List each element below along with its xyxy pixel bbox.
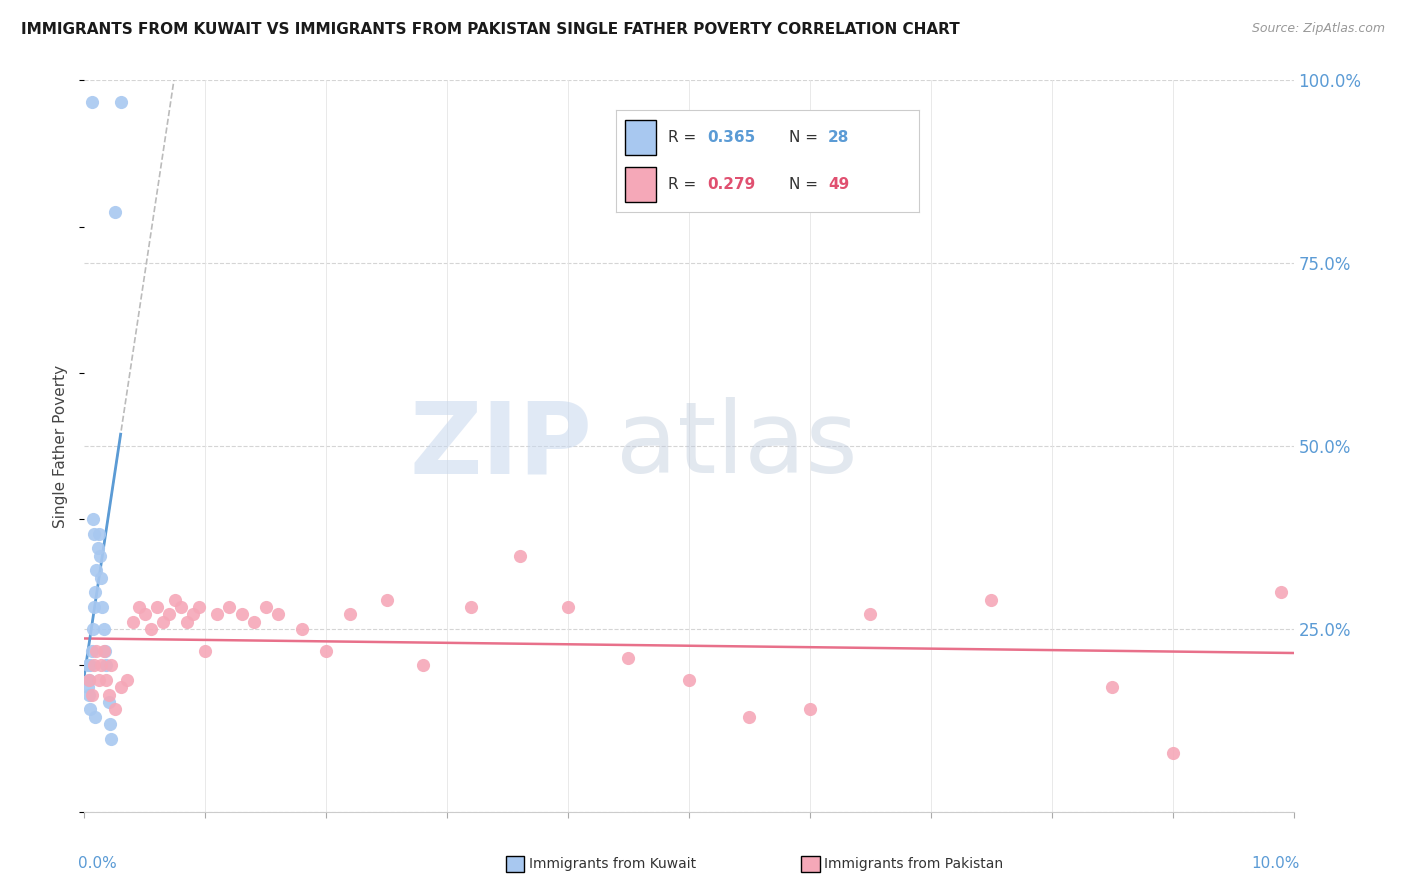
Point (738, 709, 761, 723)
Point (176, 615, 198, 629)
Point (104, 702, 127, 716)
Text: ZIP: ZIP (409, 398, 592, 494)
Point (291, 622, 314, 636)
Point (412, 658, 434, 673)
Point (82, 512, 104, 526)
Point (80, 644, 103, 658)
Point (94, 658, 117, 673)
Point (97, 695, 120, 709)
Point (128, 599, 150, 614)
Point (339, 607, 361, 622)
Point (104, 205, 127, 219)
Point (86, 541, 108, 556)
Point (87, 673, 110, 687)
Point (557, 599, 579, 614)
Point (152, 615, 174, 629)
Point (94, 644, 117, 658)
Point (87, 526, 110, 541)
Point (1161, 746, 1184, 760)
Point (218, 599, 240, 614)
Point (115, 673, 138, 687)
Point (799, 702, 821, 716)
Point (509, 549, 531, 563)
Point (100, 658, 122, 673)
Point (86, 644, 108, 658)
Point (86, 563, 108, 577)
Point (139, 622, 162, 636)
Text: Immigrants from Pakistan: Immigrants from Pakistan (824, 857, 1002, 871)
Point (79, 658, 101, 673)
Point (254, 599, 277, 614)
Text: 10.0%: 10.0% (1251, 855, 1299, 871)
Point (77, 688, 100, 702)
Point (84, 709, 107, 723)
Point (315, 644, 337, 658)
Point (242, 615, 264, 629)
Point (79, 702, 101, 716)
Point (77, 673, 100, 687)
Point (82, 622, 104, 636)
Point (188, 599, 211, 614)
Point (157, 607, 180, 622)
Point (170, 599, 193, 614)
Text: atlas: atlas (616, 398, 858, 494)
Point (93, 644, 115, 658)
Point (94, 673, 117, 687)
Text: IMMIGRANTS FROM KUWAIT VS IMMIGRANTS FROM PAKISTAN SINGLE FATHER POVERTY CORRELA: IMMIGRANTS FROM KUWAIT VS IMMIGRANTS FRO… (21, 22, 960, 37)
Text: 0.0%: 0.0% (79, 855, 117, 871)
Point (375, 592, 398, 607)
Text: Immigrants from Kuwait: Immigrants from Kuwait (529, 857, 696, 871)
Point (83, 526, 105, 541)
Point (181, 607, 204, 622)
Point (194, 644, 217, 658)
Point (110, 681, 132, 695)
Point (460, 599, 482, 614)
Point (77, 681, 100, 695)
Point (83, 658, 105, 673)
Point (1101, 681, 1123, 695)
Point (77, 658, 100, 673)
Y-axis label: Single Father Poverty: Single Father Poverty (53, 365, 69, 527)
Text: Source: ZipAtlas.com: Source: ZipAtlas.com (1251, 22, 1385, 36)
Point (980, 592, 1002, 607)
Point (93, 622, 115, 636)
Point (89, 549, 111, 563)
Point (1270, 585, 1292, 599)
Point (83, 599, 105, 614)
Point (134, 607, 156, 622)
Point (98, 717, 121, 731)
Point (91, 599, 114, 614)
Point (110, 95, 132, 110)
Point (121, 615, 143, 629)
Point (165, 592, 187, 607)
Point (84, 585, 107, 599)
Point (80, 688, 103, 702)
Point (617, 651, 640, 665)
Point (97, 688, 120, 702)
Point (678, 673, 700, 687)
Point (77, 673, 100, 687)
Point (207, 607, 229, 622)
Point (90, 658, 112, 673)
Point (100, 731, 122, 746)
Point (231, 607, 253, 622)
Point (859, 607, 882, 622)
Point (90, 571, 112, 585)
Point (267, 607, 290, 622)
Point (80, 95, 103, 110)
Point (146, 599, 169, 614)
